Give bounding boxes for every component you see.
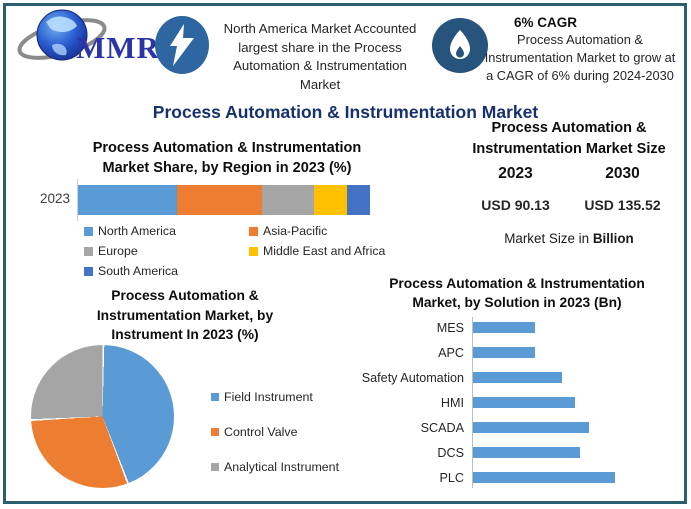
solution-bar-label: APC	[438, 345, 464, 360]
region-bar-segment	[177, 185, 262, 215]
legend-item: Asia-Pacific	[249, 224, 386, 238]
region-bar-segment	[314, 185, 347, 215]
legend-label: North America	[98, 224, 176, 238]
solution-bar-label: MES	[436, 320, 464, 335]
highlight-card-text: North America Market Accounted largest s…	[223, 21, 417, 93]
solution-bar	[473, 472, 615, 483]
solution-chart-title-line1: Process Automation & Instrumentation	[389, 276, 645, 291]
pie-chart-title-line2: Instrumentation Market, by	[96, 307, 274, 323]
solution-bar	[473, 397, 575, 408]
legend-item: South America	[84, 264, 249, 278]
legend-swatch	[84, 226, 93, 236]
pie-chart-title-line3: Instrument In 2023 (%)	[111, 327, 259, 343]
lightning-badge	[155, 16, 209, 74]
page-title: Process Automation & Instrumentation Mar…	[152, 102, 539, 122]
legend-swatch	[211, 393, 219, 401]
market-size-note: Market Size in Billion	[458, 231, 680, 246]
solution-bar-row: HMI	[352, 390, 684, 415]
market-size-value-2023: USD 90.13	[481, 197, 550, 213]
cagr-heading: 6% CAGR	[514, 15, 578, 30]
solution-bar	[473, 372, 562, 383]
legend-label: South America	[98, 264, 178, 278]
market-size-title-line2: Instrumentation Market Size	[472, 141, 666, 158]
solution-bar-label: HMI	[440, 395, 464, 410]
legend-swatch	[84, 246, 93, 256]
legend-swatch	[249, 226, 258, 236]
pie-chart-title: Process Automation & Instrumentation Mar…	[28, 286, 342, 345]
solution-bar-row: Safety Automation	[352, 365, 684, 390]
pie-chart-legend: Field Instrument Control Valve Analytical …	[211, 390, 339, 495]
legend-label: Control Valve	[224, 425, 298, 439]
market-size-title: Process Automation & Instrumentation Mar…	[458, 118, 680, 160]
cagr-text: Process Automation & Instrumentation Mar…	[484, 32, 676, 84]
market-size-note-unit: Billion	[592, 231, 634, 246]
region-chart-title-line2: Market Share, by Region in 2023 (%)	[102, 160, 352, 177]
solution-chart-title: Process Automation & Instrumentation Mar…	[352, 274, 682, 313]
region-chart-title: Process Automation & Instrumentation Mar…	[68, 138, 386, 179]
solution-bar-row: DCS	[352, 440, 684, 465]
solution-bar	[473, 422, 589, 433]
pie-chart	[31, 345, 174, 488]
region-bar-segment	[346, 185, 370, 215]
legend-item: North America	[84, 224, 249, 238]
solution-bar	[473, 347, 535, 358]
flame-icon	[450, 29, 470, 59]
region-chart-axis	[77, 179, 78, 221]
legend-label: Europe	[98, 244, 138, 258]
market-size-grid: 2023 2030 USD 90.13 USD 135.52	[462, 165, 676, 213]
solution-bar-row: PLC	[352, 465, 684, 490]
legend-swatch	[249, 246, 258, 256]
legend-item: Field Instrument	[211, 390, 339, 404]
region-chart-legend: North America Asia-Pacific Europe Middle Ea…	[84, 224, 386, 278]
solution-bar	[473, 447, 580, 458]
legend-label: Middle East and Africa	[263, 244, 386, 258]
region-bar-segment	[78, 185, 178, 215]
solution-chart-axis	[472, 317, 473, 488]
legend-item: Analytical Instrument	[211, 460, 339, 474]
region-chart-title-line1: Process Automation & Instrumentation	[92, 140, 362, 156]
region-chart-category-label: 2023	[39, 191, 70, 206]
solution-chart-title-line2: Market, by Solution in 2023 (Bn)	[412, 295, 622, 311]
cagr-card: 6% CAGR Process Automation & Instrumenta…	[484, 15, 676, 85]
legend-label: Field Instrument	[224, 390, 313, 404]
legend-swatch	[211, 463, 219, 471]
legend-label: Asia-Pacific	[263, 224, 328, 238]
market-size-title-line1: Process Automation &	[491, 120, 647, 136]
outer-border-frame	[3, 3, 687, 504]
solution-bar-label: PLC	[439, 470, 465, 485]
globe-icon	[36, 9, 88, 61]
legend-item: Middle East and Africa	[249, 244, 386, 258]
legend-swatch	[84, 266, 93, 276]
solution-bar-row: APC	[352, 340, 684, 365]
market-size-year-2030: 2030	[605, 165, 640, 182]
mmr-logo: MMR	[17, 9, 160, 65]
solution-bar-row: SCADA	[352, 415, 684, 440]
lightning-icon	[170, 24, 194, 66]
market-size-value-2030: USD 135.52	[584, 197, 661, 213]
region-stacked-bar	[78, 185, 370, 215]
logo-text: MMR	[76, 30, 160, 65]
solution-bar-chart: MES APC Safety Automation HMI SCADA DCS PLC	[352, 315, 684, 490]
solution-bar-label: DCS	[437, 445, 464, 460]
legend-swatch	[211, 428, 219, 436]
solution-bar	[473, 322, 535, 333]
legend-label: Analytical Instrument	[224, 460, 340, 474]
legend-item: Control Valve	[211, 425, 339, 439]
solution-bar-label: SCADA	[420, 420, 464, 435]
solution-chart-rows: MES APC Safety Automation HMI SCADA DCS PLC	[352, 315, 684, 490]
market-size-note-prefix: Market Size in	[504, 231, 593, 246]
solution-bar-row: MES	[352, 315, 684, 340]
pie-chart-title-line1: Process Automation &	[111, 288, 259, 303]
flame-badge	[432, 18, 488, 73]
market-size-year-2023: 2023	[498, 165, 533, 182]
solution-bar-label: Safety Automation	[361, 370, 464, 385]
legend-item: Europe	[84, 244, 249, 258]
region-bar-segment	[261, 185, 315, 215]
